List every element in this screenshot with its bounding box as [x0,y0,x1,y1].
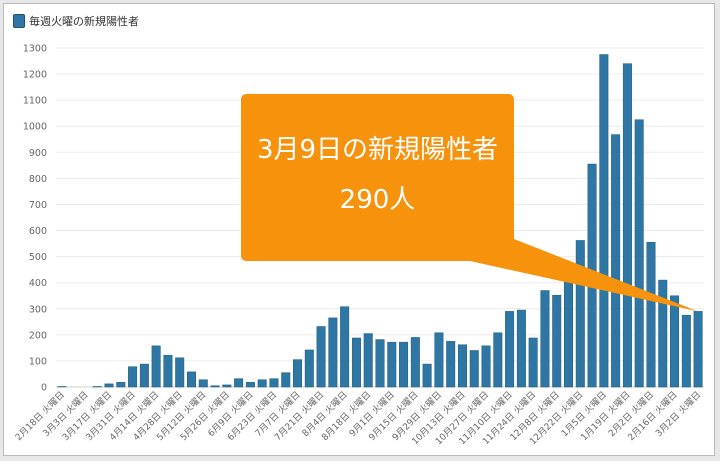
y-tick-label: 200 [29,330,47,341]
y-axis-ticks: 0 100 200 300 400 500 600 700 800 900 1000 1100 1200… [23,44,47,394]
bar [399,341,409,388]
y-tick-label: 100 [29,356,47,367]
bar [611,134,621,388]
bar [175,357,185,388]
callout-line2: 290人 [340,185,416,215]
bar [104,383,114,388]
y-tick-label: 400 [29,278,47,289]
bar [351,337,361,388]
y-tick-label: 0 [41,383,47,394]
y-tick-label: 1300 [23,44,47,55]
bar [622,63,632,388]
bar [328,317,338,388]
bar [269,378,279,388]
bar [693,311,703,388]
bar [316,326,326,388]
bar [457,344,467,388]
bar [234,378,244,388]
y-tick-label: 500 [29,252,47,263]
bar [564,278,574,388]
legend: 毎週火曜の新規陽性者 [13,13,139,29]
y-tick-label: 900 [29,148,47,159]
bar [281,372,291,388]
bar [340,306,350,388]
bar [151,345,161,388]
y-tick-label: 300 [29,304,47,315]
bar [599,54,609,388]
bar [681,315,691,388]
bar [646,242,656,388]
bar [528,337,538,388]
legend-label: 毎週火曜の新規陽性者 [29,15,139,28]
bar [245,382,255,388]
bar [92,386,102,388]
bar [257,379,267,388]
y-tick-label: 700 [29,200,47,211]
bar [210,385,220,388]
legend-swatch [13,14,25,28]
y-tick-label: 1100 [23,96,47,107]
bar [387,341,397,388]
callout-line1: 3月9日の新規陽性者 [257,135,498,165]
bar [128,366,138,388]
bar [516,309,526,388]
bar [434,332,444,388]
bar [634,119,644,388]
y-tick-label: 800 [29,174,47,185]
bar [540,290,550,388]
bar [163,354,173,388]
bar [422,363,432,388]
bar [304,349,314,388]
y-tick-label: 1000 [23,122,47,133]
bar [363,333,373,388]
bar [552,294,562,388]
bar [139,363,149,388]
bar [670,295,680,388]
bar [198,379,208,388]
bar [57,386,67,388]
bar [446,341,456,388]
bar [116,382,126,388]
bar [187,371,196,388]
bar [481,345,491,388]
annotation-callout: 3月9日の新規陽性者 290人 [241,94,699,312]
bar [575,240,585,388]
callout-shape [241,94,699,312]
bar [410,337,420,388]
bar [658,279,668,388]
bar [493,332,503,388]
bar [222,384,232,388]
bar [505,311,515,388]
bar [469,350,479,388]
y-tick-label: 1200 [23,70,47,81]
bar [293,359,303,388]
y-tick-label: 600 [29,226,47,237]
bar [375,339,385,388]
